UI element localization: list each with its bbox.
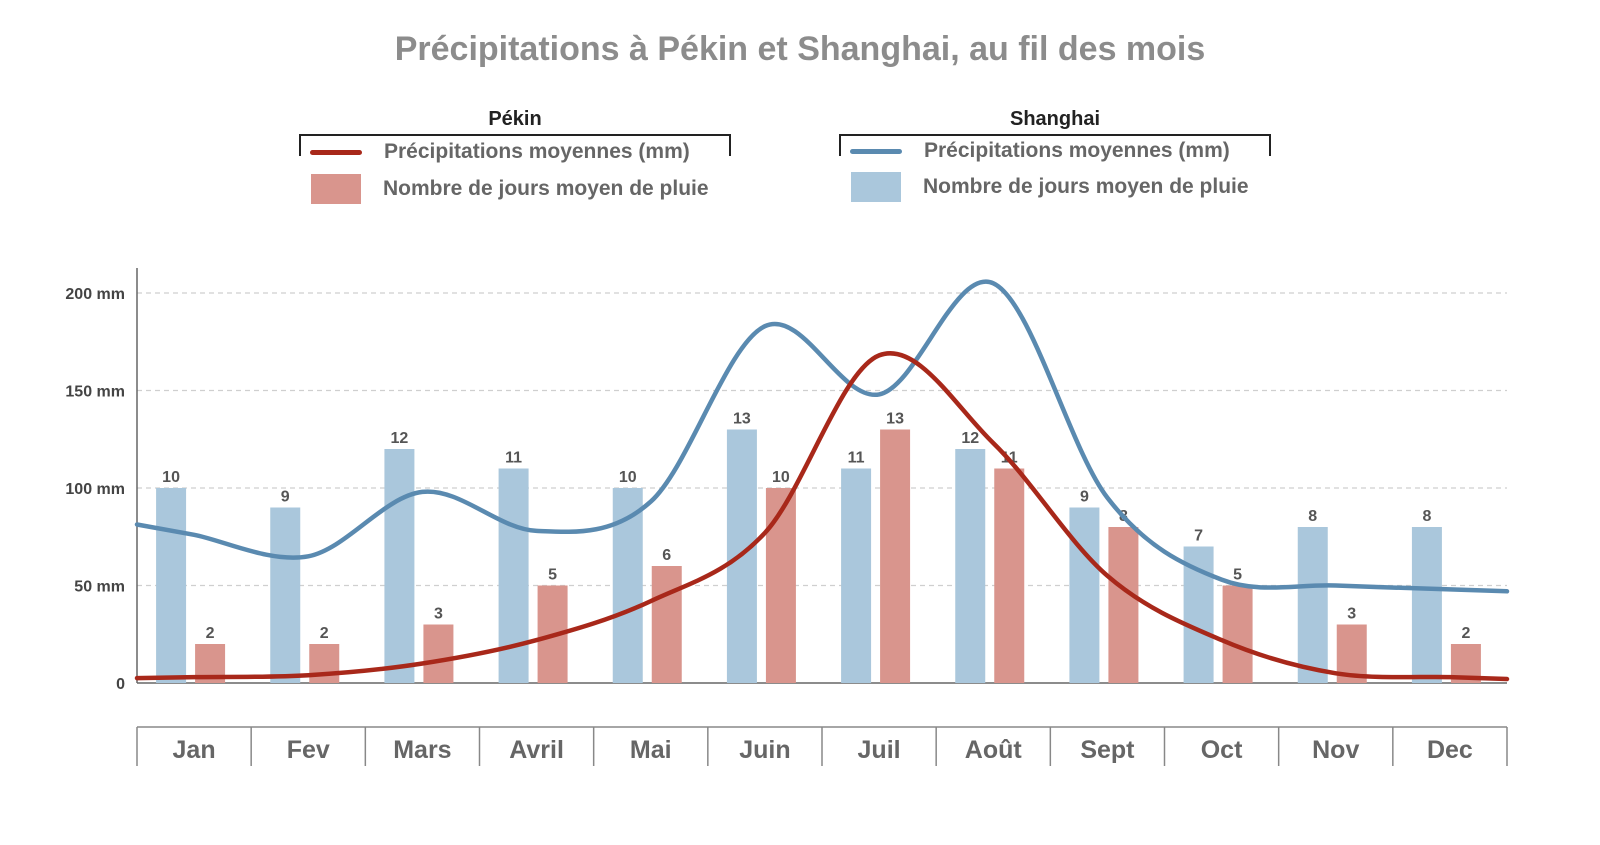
bar-value-label: 8 [1422,508,1431,525]
bar-shanghai [498,468,529,683]
bar-shanghai [1411,527,1442,683]
legend-pekin-line-swatch [310,149,362,155]
bar-pekin [765,488,796,683]
bar-value-label: 3 [1347,606,1356,623]
bar-shanghai [1069,507,1100,683]
legend-pekin-bar-label: Nombre de jours moyen de pluie [383,177,709,200]
bar-value-label: 12 [391,430,409,447]
bar-value-label: 5 [1233,567,1242,584]
y-tick-label: 150 mm [65,384,125,401]
x-category-label: Nov [1312,736,1359,764]
x-category-label: Juil [858,736,901,764]
bar-value-label: 12 [961,430,979,447]
bar-value-label: 7 [1194,528,1203,545]
bar-value-label: 2 [320,625,329,642]
bar-pekin [309,644,340,683]
y-tick-label: 200 mm [65,286,125,303]
line-pekin [134,351,1510,682]
bar-pekin [994,468,1025,683]
legend-pekin-heading: Pékin [488,108,542,130]
legend-shanghai-bar-label: Nombre de jours moyen de pluie [923,175,1249,198]
bar-shanghai [270,507,301,683]
bar-value-label: 2 [1461,625,1470,642]
y-tick-label: 50 mm [74,579,125,596]
legend-shanghai-line-item: Précipitations moyennes (mm) [850,139,1230,163]
bar-value-label: 3 [434,606,443,623]
legend-pekin-line-item: Précipitations moyennes (mm) [310,140,690,164]
bar-pekin [651,566,682,683]
x-category-label: Mai [630,736,672,764]
bar-shanghai [156,488,187,683]
legend-shanghai-line-swatch [850,148,902,154]
bar-value-label: 9 [1080,489,1089,506]
bar-value-label: 10 [162,469,180,486]
legend-shanghai-heading: Shanghai [1009,108,1100,130]
x-category-label: Sept [1080,736,1135,764]
x-category-label: Dec [1427,736,1473,764]
bar-shanghai [384,449,415,683]
bar-value-label: 5 [548,567,557,584]
legend-pekin-bar-item: Nombre de jours moyen de pluie [311,174,709,204]
bar-value-label: 11 [505,450,522,467]
bar-value-label: 6 [662,547,671,564]
line-shanghai [134,279,1510,594]
bar-value-label: 9 [281,489,290,506]
bar-pekin [880,429,911,683]
chart-title: Précipitations à Pékin et Shanghai, au f… [394,30,1206,68]
bar-pekin [1108,527,1139,683]
legend-pekin-bar-swatch [311,174,361,204]
x-category-label: Mars [393,736,451,764]
legend-shanghai-line-label: Précipitations moyennes (mm) [924,139,1230,162]
bar-value-label: 13 [886,411,904,428]
x-category-label: Fev [287,736,330,764]
y-tick-label: 0 [116,676,125,693]
bar-pekin [1222,585,1253,683]
bar-value-label: 10 [619,469,637,486]
legend-pekin-line-label: Précipitations moyennes (mm) [384,140,690,163]
bar-shanghai [841,468,872,683]
bar-value-label: 11 [848,450,865,467]
bar-value-label: 2 [206,625,215,642]
legend-shanghai-bracket [839,134,1271,156]
bar-shanghai [1297,527,1328,683]
x-category-label: Oct [1201,736,1243,764]
legend-shanghai-bar-swatch [851,172,901,202]
legend-shanghai-bar-item: Nombre de jours moyen de pluie [851,172,1249,202]
x-category-label: Août [965,736,1023,764]
legend-pekin-bracket [299,134,731,156]
y-tick-label: 100 mm [65,481,125,498]
bar-pekin [423,624,454,683]
x-category-label: Jan [173,736,216,764]
bar-value-label: 10 [772,469,790,486]
bar-value-label: 8 [1308,508,1317,525]
bar-value-label: 13 [733,411,751,428]
x-category-label: Juin [739,736,790,764]
bar-shanghai [955,449,986,683]
x-category-label: Avril [509,736,564,764]
